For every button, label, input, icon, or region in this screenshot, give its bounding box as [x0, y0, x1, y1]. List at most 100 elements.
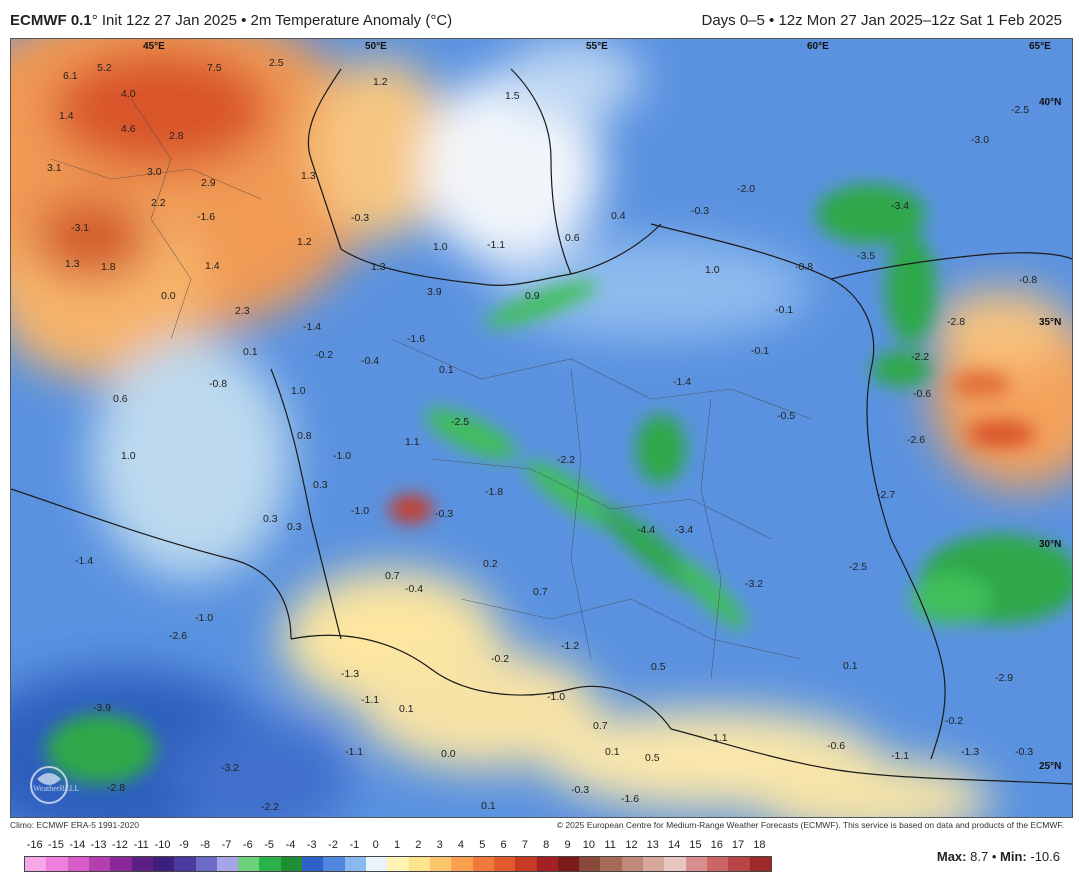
- scale-tick-label: 15: [689, 839, 702, 851]
- value-label: 3.0: [147, 166, 162, 178]
- value-label: 7.5: [207, 62, 222, 74]
- scale-tick-label: -7: [221, 839, 232, 851]
- value-label: 0.3: [287, 521, 302, 533]
- scale-tick-label: 1: [393, 839, 401, 851]
- value-label: -2.0: [737, 183, 755, 195]
- value-label: -1.0: [547, 691, 565, 703]
- value-label: -0.6: [913, 388, 931, 400]
- scale-swatch: [387, 857, 409, 871]
- value-label: -2.6: [907, 434, 925, 446]
- value-label: -2.8: [107, 782, 125, 794]
- value-label: -1.4: [303, 321, 321, 333]
- value-label: 0.3: [313, 479, 328, 491]
- boundaries: [11, 68, 1072, 785]
- value-label: -1.6: [197, 211, 215, 223]
- value-label: 0.7: [593, 720, 608, 732]
- scale-tick-label: 9: [564, 839, 571, 851]
- scale-tick-label: -12: [111, 839, 128, 851]
- value-label: -1.1: [345, 746, 363, 758]
- scale-tick-label: 0: [372, 839, 379, 851]
- scale-swatch: [728, 857, 750, 871]
- scale-swatch: [25, 857, 47, 871]
- lon-label-60e: 60°E: [807, 41, 829, 52]
- value-label: -0.2: [945, 715, 963, 727]
- lat-label-30n: 30°N: [1039, 539, 1061, 550]
- value-label: -2.6: [169, 630, 187, 642]
- value-label: -1.1: [487, 239, 505, 251]
- scale-swatch: [152, 857, 175, 871]
- value-label: -0.3: [435, 508, 453, 520]
- scale-swatch: [302, 857, 324, 871]
- value-label: -3.5: [857, 250, 875, 262]
- value-label: -0.3: [1015, 746, 1033, 758]
- model-name: ECMWF 0.1: [10, 12, 92, 29]
- scale-tick-label: 18: [753, 839, 766, 851]
- min-label: Min:: [1000, 849, 1027, 864]
- value-label: -0.1: [775, 304, 793, 316]
- value-label: 0.7: [385, 570, 400, 582]
- scale-tick-label: -16: [26, 839, 43, 851]
- scale-tick-label: -8: [200, 839, 211, 851]
- scale-swatch: [429, 857, 452, 871]
- value-label: 0.0: [161, 290, 176, 302]
- value-label: 0.1: [481, 800, 496, 812]
- color-scale-labels: -16 -15 -14 -13 -12 -11 -10 -9 -8 -7 -6 -5 -4 -3 -2 -1 0…: [24, 839, 770, 853]
- value-label: -1.1: [361, 694, 379, 706]
- scale-swatch: [131, 857, 153, 871]
- watermark-text: WeatherBELL: [33, 784, 80, 793]
- value-label: 0.1: [843, 660, 858, 672]
- value-label: -3.0: [971, 134, 989, 146]
- scale-swatch: [515, 857, 537, 871]
- init-text: ° Init 12z 27 Jan 2025 • 2m Temperature …: [91, 12, 453, 29]
- scale-tick-label: 14: [667, 839, 681, 851]
- value-label: -0.3: [571, 784, 589, 796]
- value-label: -1.0: [333, 450, 351, 462]
- scale-tick-label: 11: [604, 839, 616, 851]
- value-label: -3.2: [221, 762, 239, 774]
- province-lines: [50, 98, 812, 680]
- value-label: 0.1: [605, 746, 620, 758]
- value-label: 0.0: [441, 748, 456, 760]
- value-label: 0.5: [645, 752, 660, 764]
- value-label: -0.2: [315, 349, 333, 361]
- scale-tick-label: 12: [625, 839, 638, 851]
- scale-tick-label: -6: [242, 839, 253, 851]
- value-label: 5.2: [97, 62, 112, 74]
- lon-label-50e: 50°E: [365, 41, 387, 52]
- value-label: -1.3: [961, 746, 979, 758]
- lon-label-55e: 55°E: [586, 41, 608, 52]
- value-label: 0.2: [483, 558, 498, 570]
- stats-separator: •: [991, 849, 997, 864]
- value-label: -2.5: [451, 416, 469, 428]
- scale-swatch: [408, 857, 430, 871]
- scale-tick-label: 10: [582, 839, 595, 851]
- scale-tick-label: 3: [436, 839, 443, 851]
- scale-swatch: [472, 857, 494, 871]
- value-label: -3.4: [675, 524, 693, 536]
- value-label: 1.1: [405, 436, 420, 448]
- value-label: -3.2: [745, 578, 763, 590]
- value-label: 3.1: [47, 162, 62, 174]
- value-label: -3.4: [891, 200, 909, 212]
- latitude-labels: 40°N 35°N 30°N 25°N: [1039, 97, 1061, 772]
- scale-swatch: [366, 857, 388, 871]
- scale-tick-label: -2: [328, 839, 338, 851]
- value-label: -0.1: [751, 345, 769, 357]
- value-label: -2.5: [1011, 104, 1029, 116]
- scale-swatch: [280, 857, 303, 871]
- scale-tick-label: 17: [731, 839, 745, 851]
- value-label: 1.0: [705, 264, 720, 276]
- forecast-range: Days 0–5 • 12z Mon 27 Jan 2025–12z Sat 1…: [701, 12, 1063, 29]
- scale-tick-label: 13: [646, 839, 659, 851]
- value-label: -0.4: [361, 355, 379, 367]
- scale-tick-label: 6: [500, 839, 507, 851]
- value-label: -0.2: [491, 653, 509, 665]
- value-label: 1.2: [373, 76, 388, 88]
- value-label: 6.1: [63, 70, 78, 82]
- climo-note: Climo: ECMWF ERA-5 1991-2020: [10, 820, 139, 830]
- value-label: 0.1: [399, 703, 414, 715]
- value-label: 3.9: [427, 286, 442, 298]
- value-label: -2.5: [849, 561, 867, 573]
- value-label: -2.7: [877, 489, 895, 501]
- value-label: 1.0: [291, 385, 306, 397]
